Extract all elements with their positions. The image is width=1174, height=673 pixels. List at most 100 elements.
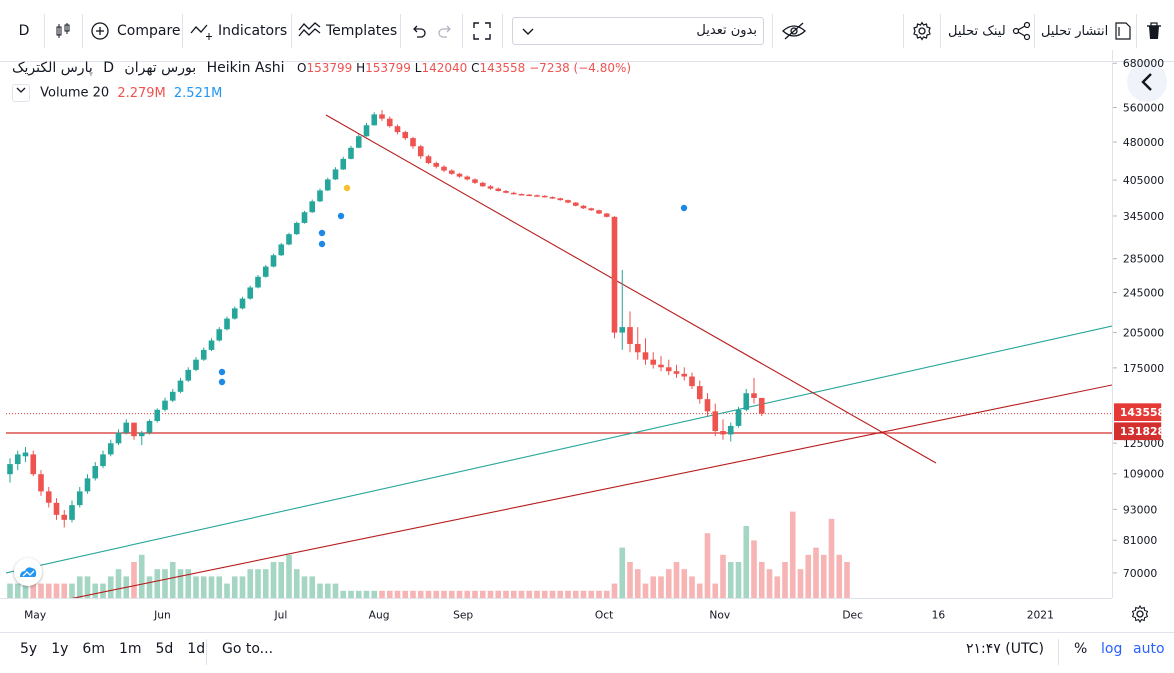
- collapse-legend-button[interactable]: [12, 84, 30, 102]
- candle-body: [45, 491, 52, 503]
- candle-body: [743, 393, 750, 410]
- cloud-logo-icon: [20, 567, 37, 577]
- volume-bar: [270, 562, 277, 598]
- hide-button[interactable]: [780, 14, 808, 48]
- candle-body: [518, 194, 525, 196]
- divider: [291, 14, 292, 48]
- time-axis[interactable]: May Jun Jul Aug Sep Oct Nov Dec 16 2021: [0, 598, 1112, 632]
- price-axis[interactable]: 680000 560000 480000 405000 345000 285000 2450…: [1112, 50, 1174, 598]
- volume-bar: [7, 583, 13, 598]
- candle-body: [495, 188, 502, 192]
- trash-icon: [1147, 22, 1161, 39]
- candle-body: [53, 502, 60, 515]
- volume-bar: [805, 554, 812, 598]
- candle-body: [758, 397, 765, 414]
- publish-label: انتشار تحلیل: [1041, 23, 1109, 39]
- divider: [502, 14, 503, 48]
- range-5d[interactable]: 5d: [155, 641, 174, 657]
- clock[interactable]: ۲۱:۴۷ (UTC): [966, 641, 1044, 657]
- goto-button[interactable]: Go to...: [222, 641, 274, 657]
- candle-body: [503, 191, 509, 193]
- volume-bar: [565, 590, 571, 598]
- candle-body: [154, 409, 161, 421]
- candle-body: [332, 169, 339, 180]
- volume-bar: [782, 562, 788, 598]
- back-button[interactable]: [1127, 62, 1167, 102]
- volume-bar: [704, 533, 711, 598]
- candle-style-icon: [56, 23, 70, 38]
- compare-button[interactable]: Compare: [90, 14, 181, 48]
- volume-bar: [844, 562, 850, 598]
- interval-button[interactable]: D: [12, 14, 36, 48]
- l-value: 142040: [421, 61, 468, 75]
- volume-bar: [448, 590, 455, 598]
- divider: [772, 14, 773, 48]
- volume-bar: [379, 590, 385, 598]
- fullscreen-button[interactable]: [470, 14, 494, 48]
- volume-bar: [495, 590, 502, 598]
- candle-style-button[interactable]: [52, 14, 74, 48]
- delete-button[interactable]: [1144, 14, 1164, 48]
- axis-settings-button[interactable]: [1130, 604, 1150, 628]
- volume-bar: [596, 590, 602, 598]
- share-link-button[interactable]: لینک تحلیل: [948, 14, 1032, 48]
- time-axis-label: Oct: [595, 608, 613, 621]
- candle-body: [76, 491, 83, 506]
- share-link-label: لینک تحلیل: [948, 23, 1006, 39]
- gear-icon: [1131, 604, 1149, 624]
- volume-bar: [735, 562, 742, 598]
- undo-button[interactable]: [408, 14, 428, 48]
- volume-bar: [185, 569, 192, 598]
- range-1y[interactable]: 1y: [51, 641, 69, 657]
- candle-body: [38, 474, 44, 492]
- price-chart[interactable]: [6, 50, 1112, 598]
- volume-bar: [549, 590, 556, 598]
- price-label-box: [1113, 422, 1162, 441]
- candle-body: [169, 391, 176, 401]
- time-axis-label: Nov: [709, 608, 730, 621]
- volume-bar: [727, 562, 734, 598]
- range-5y[interactable]: 5y: [20, 641, 38, 657]
- h-value: 153799: [365, 61, 411, 75]
- volume-bar: [208, 576, 215, 598]
- logo[interactable]: [14, 558, 42, 586]
- indicators-button[interactable]: Indicators: [190, 14, 287, 48]
- price-tick-label: 560000: [1123, 101, 1164, 114]
- price-tick-label: 175000: [1123, 362, 1164, 375]
- range-6m[interactable]: 6m: [82, 641, 105, 657]
- volume-bar: [417, 590, 424, 598]
- adjustment-dropdown[interactable]: بدون تعدیل: [512, 17, 764, 45]
- candle-body: [185, 369, 192, 381]
- chevron-down-icon: [16, 87, 26, 93]
- redo-icon: [438, 25, 451, 38]
- percent-toggle[interactable]: %: [1074, 641, 1088, 657]
- candle-body: [200, 349, 207, 360]
- symbol-legend: پارس الکتریک D بورس تهران Heikin Ashi O1…: [12, 60, 631, 76]
- volume-bar: [534, 590, 540, 598]
- volume-bar: [363, 590, 370, 598]
- volume-bar: [526, 590, 533, 598]
- volume-bar: [410, 590, 416, 598]
- candle-body: [487, 186, 494, 189]
- templates-button[interactable]: Templates: [298, 14, 397, 48]
- candle-body: [720, 431, 726, 435]
- auto-toggle[interactable]: auto: [1133, 641, 1165, 657]
- volume-bar: [681, 569, 688, 598]
- log-toggle[interactable]: log: [1101, 641, 1123, 657]
- range-1m[interactable]: 1m: [118, 641, 142, 657]
- settings-button[interactable]: [910, 14, 934, 48]
- price-tick-label: 205000: [1123, 326, 1164, 339]
- publish-button[interactable]: انتشار تحلیل: [1041, 14, 1133, 48]
- c-label: C: [471, 61, 480, 75]
- redo-button[interactable]: [436, 14, 456, 48]
- compare-label: Compare: [117, 23, 181, 39]
- volume-bar: [131, 562, 137, 598]
- volume-bar: [441, 590, 447, 598]
- volume-bar: [689, 576, 695, 598]
- candle-body: [441, 166, 447, 171]
- candle-body: [7, 464, 13, 475]
- candle-body: [642, 352, 649, 360]
- time-axis-label: Jun: [153, 608, 171, 621]
- range-1d[interactable]: 1d: [187, 641, 206, 657]
- candle-body: [278, 244, 285, 256]
